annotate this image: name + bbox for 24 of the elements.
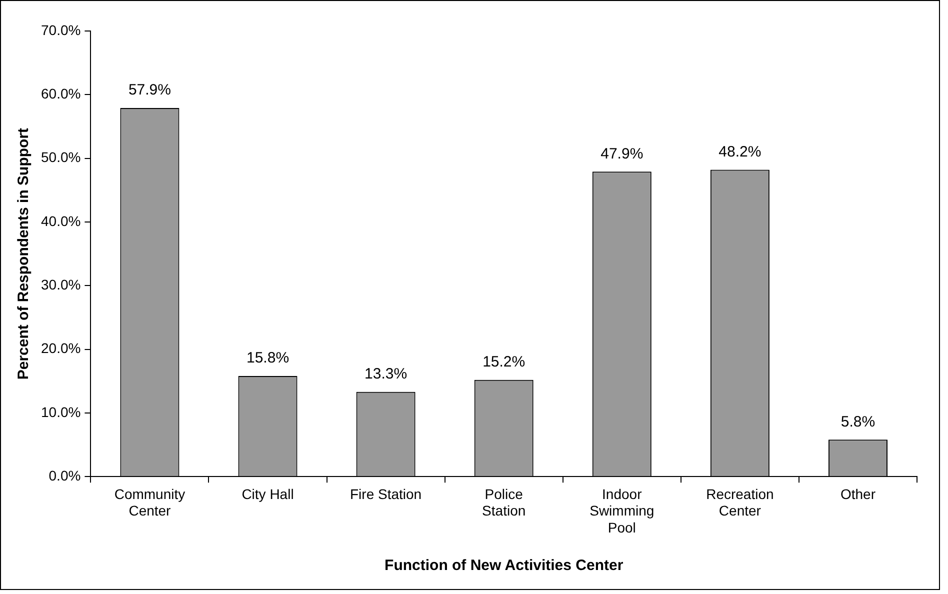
x-tick-label: Community Center	[114, 486, 186, 519]
y-axis-title: Percent of Respondents in Support	[15, 128, 32, 380]
data-label: 57.9%	[128, 82, 171, 99]
x-tick-label: Recreation Center	[706, 486, 774, 519]
y-tick-label: 10.0%	[40, 404, 81, 420]
data-label: 13.3%	[364, 366, 408, 383]
y-tick-label: 20.0%	[40, 340, 81, 356]
data-label: 48.2%	[718, 143, 762, 160]
x-tick-label: Indoor Swimming Pool	[590, 486, 654, 536]
data-label: 47.9%	[600, 145, 644, 162]
x-axis-title: Function of New Activities Center	[384, 557, 624, 574]
x-tick-label: Police Station	[482, 486, 526, 519]
data-label: 15.8%	[246, 350, 290, 367]
y-tick-label: 50.0%	[40, 149, 81, 166]
y-tick-label: 60.0%	[40, 86, 81, 102]
x-tick-label: City Hall	[242, 486, 294, 502]
x-tick-label: Fire Station	[350, 486, 422, 502]
y-tick-label: 40.0%	[40, 212, 81, 229]
data-label: 15.2%	[482, 353, 526, 370]
data-label: 5.8%	[840, 413, 876, 430]
y-tick-label: 0.0%	[48, 467, 81, 484]
y-tick-label: 30.0%	[40, 276, 81, 292]
y-tick-label: 70.0%	[40, 22, 81, 38]
x-tick-label: Other	[840, 486, 876, 502]
